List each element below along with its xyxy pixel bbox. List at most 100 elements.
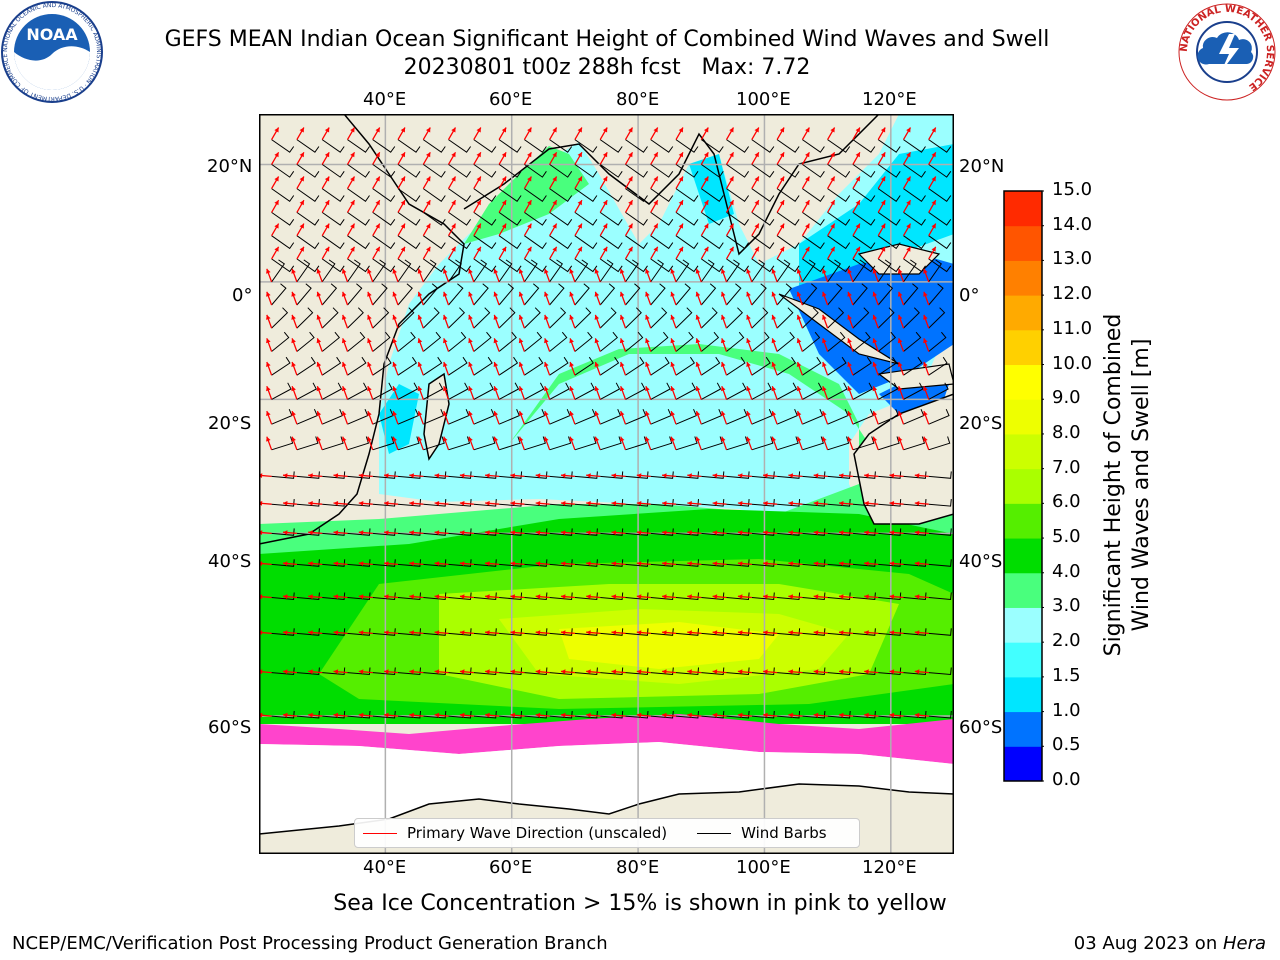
wave-arrow-head (923, 338, 928, 344)
wave-arrow-head (721, 362, 726, 367)
wave-arrow-head (299, 127, 304, 133)
wave-arrow-head (923, 411, 928, 416)
wind-barb (675, 259, 690, 283)
wind-barb (296, 436, 319, 451)
wave-arrow-head (443, 386, 448, 392)
wave-arrow-head (392, 411, 397, 416)
wave-arrow-head (737, 473, 743, 478)
wave-arrow-head (788, 501, 793, 506)
wind-barb (423, 628, 447, 636)
wave-arrow-head (619, 291, 625, 297)
wind-barb (499, 667, 523, 676)
wave-arrow-head (552, 246, 557, 252)
wave-arrow-head (308, 630, 313, 635)
wind-barb (726, 235, 750, 250)
wave-arrow-head (695, 291, 701, 297)
wave-arrow-head (805, 223, 810, 229)
wave-arrow-head (316, 386, 322, 392)
wind-barb (903, 436, 926, 451)
wave-arrow-head (535, 630, 541, 635)
noaa-logo-text: NOAA (26, 25, 78, 44)
wind-barb (650, 471, 674, 479)
wave-arrow-head (392, 338, 397, 344)
wind-barb (448, 382, 469, 400)
wave-arrow-head (864, 561, 869, 566)
wave-arrow-head (771, 314, 777, 320)
wave-arrow-head (518, 291, 524, 297)
wave-arrow-head (266, 291, 271, 297)
wave-arrow-head (392, 386, 397, 392)
colorbar-tick-label: 0.5 (1052, 734, 1081, 756)
wave-arrow-head (409, 712, 414, 718)
wave-arrow-head (459, 501, 465, 506)
wave-arrow-head (788, 669, 793, 675)
wind-barb (549, 188, 573, 202)
wave-arrow-head (864, 501, 869, 506)
wind-barb (726, 258, 750, 273)
wave-arrow-head (712, 561, 718, 566)
wave-arrow-head (493, 314, 499, 320)
wind-barb (777, 528, 801, 536)
wave-arrow-head (855, 200, 860, 206)
wind-barb (271, 471, 295, 479)
wind-barb (473, 235, 497, 250)
wind-barb (776, 258, 800, 273)
wind-barb (473, 592, 497, 601)
wave-arrow-head (737, 530, 743, 535)
wave-arrow-head (645, 291, 650, 297)
colorbar-swatch (1004, 191, 1042, 227)
wind-barb (802, 436, 824, 451)
wind-barb (347, 356, 367, 376)
wind-barb (574, 356, 594, 376)
wave-arrow-head (897, 338, 903, 344)
wind-barb (448, 436, 471, 451)
wind-barb (549, 710, 573, 719)
wave-arrow-head (889, 630, 895, 635)
wind-barb (549, 628, 573, 636)
wind-barb (726, 307, 744, 329)
wave-arrow-head (308, 530, 313, 535)
wave-arrow-head (923, 314, 928, 320)
wave-arrow-head (796, 338, 802, 344)
wind-barb (751, 188, 775, 202)
wind-barb (473, 499, 497, 507)
wind-barb (321, 163, 345, 178)
wave-arrow-head (602, 152, 608, 158)
wave-arrow-head (729, 246, 734, 252)
wind-barb (296, 356, 316, 376)
wind-barb (549, 307, 567, 329)
wind-barb (751, 258, 775, 273)
legend-item-barb: Wind Barbs (689, 824, 827, 842)
wind-barb (827, 710, 851, 719)
wind-barb (397, 258, 421, 273)
wave-arrow-head (763, 712, 768, 718)
wave-arrow-head (653, 246, 658, 252)
wind-barb (397, 499, 421, 507)
wind-barb (827, 307, 845, 329)
wind-barb (827, 163, 851, 178)
wind-barb (650, 382, 671, 400)
wind-barb (827, 211, 851, 226)
wind-barb (372, 710, 396, 719)
wind-barb (524, 628, 548, 636)
wind-barb (397, 163, 421, 178)
wave-arrow-head (645, 268, 650, 274)
colorbar-tick-label: 10.0 (1052, 352, 1093, 374)
wind-barb (726, 592, 750, 601)
wave-arrow-head (805, 152, 810, 158)
colorbar-tick-label: 11.0 (1052, 317, 1093, 339)
wave-arrow-head (839, 501, 844, 506)
wave-arrow-head (316, 362, 322, 367)
wave-arrow-head (586, 594, 591, 600)
wave-arrow-head (501, 246, 507, 252)
wave-arrow-head (687, 669, 692, 675)
wind-barb (498, 283, 515, 306)
wave-arrow-head (737, 630, 743, 635)
wave-arrow-head (662, 669, 667, 675)
wind-barb (423, 382, 444, 400)
wind-barb (726, 356, 746, 376)
wind-barb (675, 331, 694, 352)
wind-barb (296, 258, 320, 273)
wind-barb (903, 235, 926, 250)
wind-barb (600, 628, 624, 636)
